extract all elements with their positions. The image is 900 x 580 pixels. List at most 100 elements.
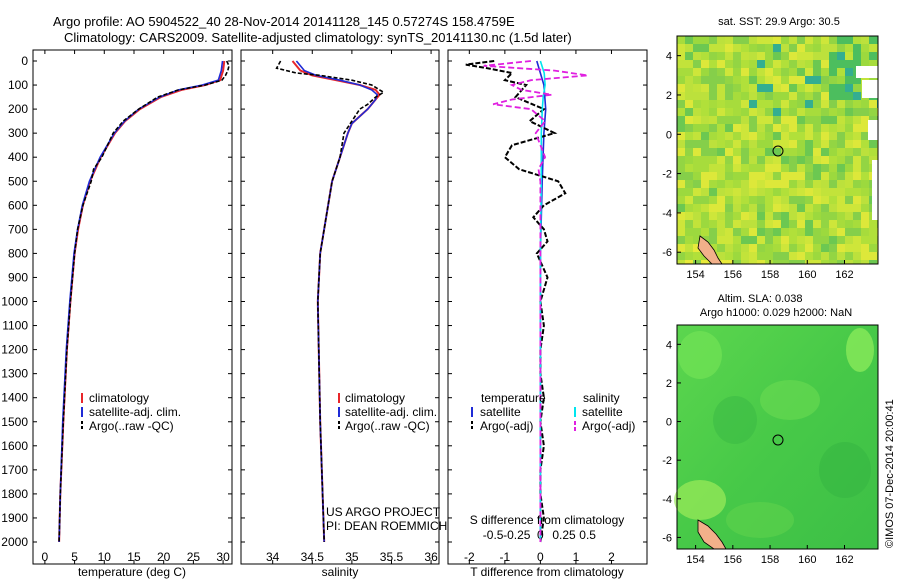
sst-cell <box>749 156 757 164</box>
sst-cell <box>677 252 685 260</box>
sst-cell <box>701 116 709 124</box>
sst-cell <box>709 100 717 108</box>
sst-cell <box>765 76 773 84</box>
sst-cell <box>837 196 845 204</box>
sst-cell <box>749 148 757 156</box>
map-y-tick-label: 2 <box>666 378 672 390</box>
sst-cell <box>805 164 813 172</box>
sst-cell <box>725 132 733 140</box>
series-line-s-argo-adj- <box>483 60 588 542</box>
sst-cell <box>845 60 853 68</box>
sst-cell <box>845 148 853 156</box>
sst-cell <box>789 92 797 100</box>
sst-cell <box>701 212 709 220</box>
sst-cell <box>853 36 861 44</box>
sst-cell <box>685 108 693 116</box>
sst-cell <box>781 220 789 228</box>
sst-cell <box>773 124 781 132</box>
sst-cell <box>717 116 725 124</box>
sst-cell <box>789 164 797 172</box>
sst-cell <box>693 84 701 92</box>
x-tick-label-s: -0.25 <box>503 528 531 542</box>
sst-cell <box>773 84 781 92</box>
sst-cell <box>741 156 749 164</box>
sst-cell <box>717 92 725 100</box>
depth-axis: 0 100 200 300 400 500 600 700 800 900 1000 1100 1200… <box>1 54 647 549</box>
sst-cell <box>749 220 757 228</box>
sst-cell <box>765 252 773 260</box>
sst-cell <box>853 164 861 172</box>
sst-cell <box>813 92 821 100</box>
sst-cell <box>853 156 861 164</box>
sst-cell <box>765 84 773 92</box>
sst-cell <box>789 84 797 92</box>
x-tick-label: 10 <box>98 550 112 564</box>
sst-cell <box>749 36 757 44</box>
sst-cell <box>821 68 829 76</box>
map-y-tick-label: -2 <box>662 169 672 181</box>
sst-cell <box>869 228 877 236</box>
temperature-series <box>58 60 230 543</box>
sst-cell <box>845 204 853 212</box>
sst-cell <box>797 236 805 244</box>
sst-cell <box>733 108 741 116</box>
sla-map-title-line2: Argo h1000: 0.029 h2000: NaN <box>700 307 852 319</box>
sst-cell <box>821 188 829 196</box>
sst-cell <box>749 164 757 172</box>
map-x-tick-label: 154 <box>686 269 704 281</box>
sst-cell <box>757 156 765 164</box>
sst-cell <box>845 236 853 244</box>
sst-cell <box>701 108 709 116</box>
sst-cell <box>733 260 741 264</box>
sst-cell <box>829 180 837 188</box>
sst-cell <box>845 92 853 100</box>
sst-cell <box>685 36 693 44</box>
sst-cell <box>829 204 837 212</box>
sst-cell <box>725 36 733 44</box>
temperature-legend: climatology satellite-adj. clim. Argo(..… <box>81 391 181 433</box>
sst-cell <box>693 236 701 244</box>
sst-cell <box>717 180 725 188</box>
sst-cell <box>725 108 733 116</box>
sst-cell <box>685 236 693 244</box>
sst-cell <box>781 92 789 100</box>
sst-cell <box>725 44 733 52</box>
x-tick-label: 0 <box>537 550 544 564</box>
sst-cell <box>677 164 685 172</box>
sst-cell <box>741 84 749 92</box>
difference-panel-frame <box>447 49 648 565</box>
sst-cell <box>781 52 789 60</box>
sst-cell <box>797 60 805 68</box>
sst-cell <box>845 180 853 188</box>
sst-cell <box>861 172 869 180</box>
sst-cell <box>845 220 853 228</box>
sst-cell <box>725 236 733 244</box>
sst-cell <box>685 204 693 212</box>
sst-cell <box>701 196 709 204</box>
sst-cell <box>677 124 685 132</box>
sst-cell <box>693 204 701 212</box>
sst-cell <box>797 196 805 204</box>
sst-cell <box>677 204 685 212</box>
sst-cell <box>709 188 717 196</box>
sst-cell <box>797 108 805 116</box>
sst-cell <box>693 116 701 124</box>
sst-cell <box>789 76 797 84</box>
sst-cell <box>773 108 781 116</box>
sst-cell <box>805 44 813 52</box>
sst-cell <box>685 212 693 220</box>
sst-cell <box>725 164 733 172</box>
sst-cell <box>741 100 749 108</box>
sst-cell <box>677 92 685 100</box>
sst-cell <box>717 164 725 172</box>
sst-cell <box>837 204 845 212</box>
sst-cell <box>733 180 741 188</box>
sst-cell <box>765 220 773 228</box>
sst-cell <box>829 140 837 148</box>
sst-cell <box>765 36 773 44</box>
sst-cell <box>717 228 725 236</box>
sst-cell <box>741 76 749 84</box>
temperature-xlabel: temperature (deg C) <box>78 565 186 579</box>
sst-cell <box>773 92 781 100</box>
sst-cell <box>869 220 877 228</box>
